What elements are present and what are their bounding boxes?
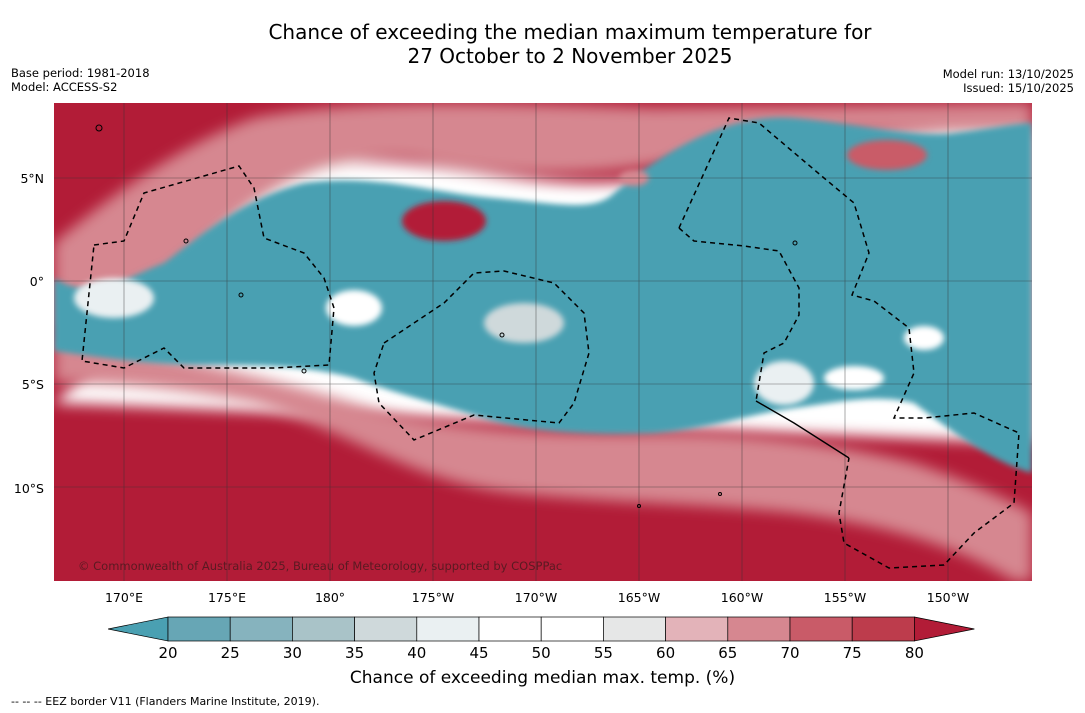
colorbar-tick-label: 35 bbox=[345, 644, 365, 662]
south-transition bbox=[54, 333, 1032, 581]
lat-label-5s: 5°S bbox=[21, 377, 44, 392]
colorbar bbox=[108, 616, 975, 642]
colorbar-tick-label: 25 bbox=[220, 644, 240, 662]
lon-label-170w: 170°W bbox=[514, 590, 558, 605]
lat-label-10s: 10°S bbox=[13, 481, 44, 496]
colorbar-extend-low bbox=[108, 616, 169, 642]
issued-date: Issued: 15/10/2025 bbox=[963, 81, 1074, 95]
title-line-2: 27 October to 2 November 2025 bbox=[407, 44, 733, 68]
colorbar-tick-label: 60 bbox=[656, 644, 676, 662]
colorbar-segment bbox=[354, 616, 418, 642]
lon-label-155w: 155°W bbox=[823, 590, 867, 605]
eez-solid-segment bbox=[755, 400, 850, 459]
model-run: Model run: 13/10/2025 bbox=[942, 67, 1074, 81]
colorbar-tick-label: 75 bbox=[842, 644, 862, 662]
colorbar-tick-label: 40 bbox=[407, 644, 427, 662]
colorbar-segment bbox=[665, 616, 729, 642]
colorbar-segment bbox=[727, 616, 791, 642]
lon-label-175w: 175°W bbox=[411, 590, 455, 605]
map-svg bbox=[54, 103, 1032, 581]
title-line-1: Chance of exceeding the median maximum t… bbox=[268, 20, 872, 44]
lon-label-160w: 160°W bbox=[720, 590, 764, 605]
colorbar-tick-label: 30 bbox=[282, 644, 302, 662]
colorbar-segment bbox=[789, 616, 853, 642]
colorbar-tick-label: 65 bbox=[718, 644, 738, 662]
colorbar-segment bbox=[478, 616, 542, 642]
colorbar-tick-label: 45 bbox=[469, 644, 489, 662]
base-period: Base period: 1981-2018 bbox=[11, 66, 150, 80]
colorbar-tick-label: 70 bbox=[780, 644, 800, 662]
colorbar-extend-high bbox=[914, 616, 975, 642]
lon-label-170e: 170°E bbox=[104, 590, 143, 605]
eez-borders bbox=[81, 117, 1020, 569]
colorbar-tick-label: 80 bbox=[904, 644, 924, 662]
pale-blobs bbox=[74, 278, 944, 405]
model-name: Model: ACCESS-S2 bbox=[11, 80, 118, 94]
colorbar-segment bbox=[167, 616, 231, 642]
colorbar-segment bbox=[292, 616, 355, 642]
eez-note: -- -- -- EEZ border V11 (Flanders Marine… bbox=[11, 695, 320, 708]
colorbar-segment bbox=[416, 616, 480, 642]
colorbar-segment bbox=[851, 616, 915, 642]
copyright-notice: © Commonwealth of Australia 2025, Bureau… bbox=[78, 559, 563, 573]
islands bbox=[95, 124, 798, 508]
lon-label-180: 180° bbox=[314, 590, 346, 605]
colorbar-segment bbox=[603, 616, 666, 642]
lon-label-150w: 150°W bbox=[926, 590, 970, 605]
meta-left: Base period: 1981-2018 Model: ACCESS-S2 bbox=[11, 66, 150, 94]
colorbar-tick-label: 55 bbox=[593, 644, 613, 662]
lon-label-165w: 165°W bbox=[617, 590, 661, 605]
probability-map: © Commonwealth of Australia 2025, Bureau… bbox=[54, 103, 1032, 581]
colorbar-segment bbox=[229, 616, 293, 642]
lat-label-5n: 5°N bbox=[20, 171, 44, 186]
warm-blobs bbox=[402, 140, 927, 241]
colorbar-segment bbox=[540, 616, 604, 642]
colorbar-title: Chance of exceeding median max. temp. (%… bbox=[349, 668, 736, 688]
colorbar-tick-label: 50 bbox=[531, 644, 551, 662]
colorbar-tick-label: 20 bbox=[158, 644, 178, 662]
meta-right: Model run: 13/10/2025 Issued: 15/10/2025 bbox=[943, 67, 1074, 95]
map-title: Chance of exceeding the median maximum t… bbox=[0, 20, 1085, 68]
lon-label-175e: 175°E bbox=[207, 590, 246, 605]
lat-label-0: 0° bbox=[29, 274, 44, 289]
